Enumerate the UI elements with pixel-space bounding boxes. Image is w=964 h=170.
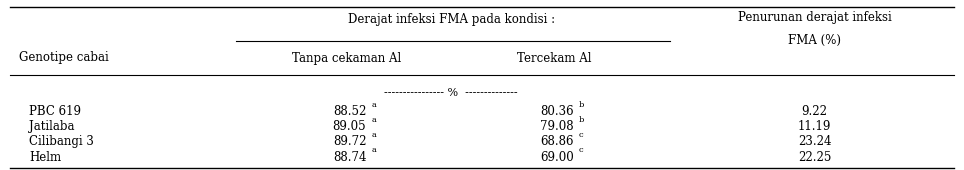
- Text: 68.86: 68.86: [540, 135, 574, 148]
- Text: 88.74: 88.74: [333, 151, 366, 164]
- Text: 80.36: 80.36: [540, 105, 574, 118]
- Text: a: a: [371, 131, 376, 139]
- Text: Penurunan derajat infeksi: Penurunan derajat infeksi: [737, 11, 892, 24]
- Text: 23.24: 23.24: [798, 135, 831, 148]
- Text: 69.00: 69.00: [540, 151, 574, 164]
- Text: 79.08: 79.08: [540, 120, 574, 133]
- Text: ---------------- %  --------------: ---------------- % --------------: [385, 89, 518, 98]
- Text: Helm: Helm: [29, 151, 61, 164]
- Text: 89.72: 89.72: [333, 135, 366, 148]
- Text: 88.52: 88.52: [333, 105, 366, 118]
- Text: Tercekam Al: Tercekam Al: [517, 52, 592, 65]
- Text: 22.25: 22.25: [798, 151, 831, 164]
- Text: PBC 619: PBC 619: [29, 105, 81, 118]
- Text: 9.22: 9.22: [802, 105, 827, 118]
- Text: 11.19: 11.19: [798, 120, 831, 133]
- Text: c: c: [578, 146, 583, 155]
- Text: a: a: [371, 146, 376, 155]
- Text: Cilibangi 3: Cilibangi 3: [29, 135, 94, 148]
- Text: FMA (%): FMA (%): [789, 34, 841, 47]
- Text: Derajat infeksi FMA pada kondisi :: Derajat infeksi FMA pada kondisi :: [348, 13, 554, 26]
- Text: Genotipe cabai: Genotipe cabai: [19, 51, 109, 64]
- Text: b: b: [578, 116, 584, 124]
- Text: 89.05: 89.05: [333, 120, 366, 133]
- Text: a: a: [371, 100, 376, 109]
- Text: Tanpa cekaman Al: Tanpa cekaman Al: [292, 52, 402, 65]
- Text: b: b: [578, 100, 584, 109]
- Text: a: a: [371, 116, 376, 124]
- Text: Jatilaba: Jatilaba: [29, 120, 74, 133]
- Text: c: c: [578, 131, 583, 139]
